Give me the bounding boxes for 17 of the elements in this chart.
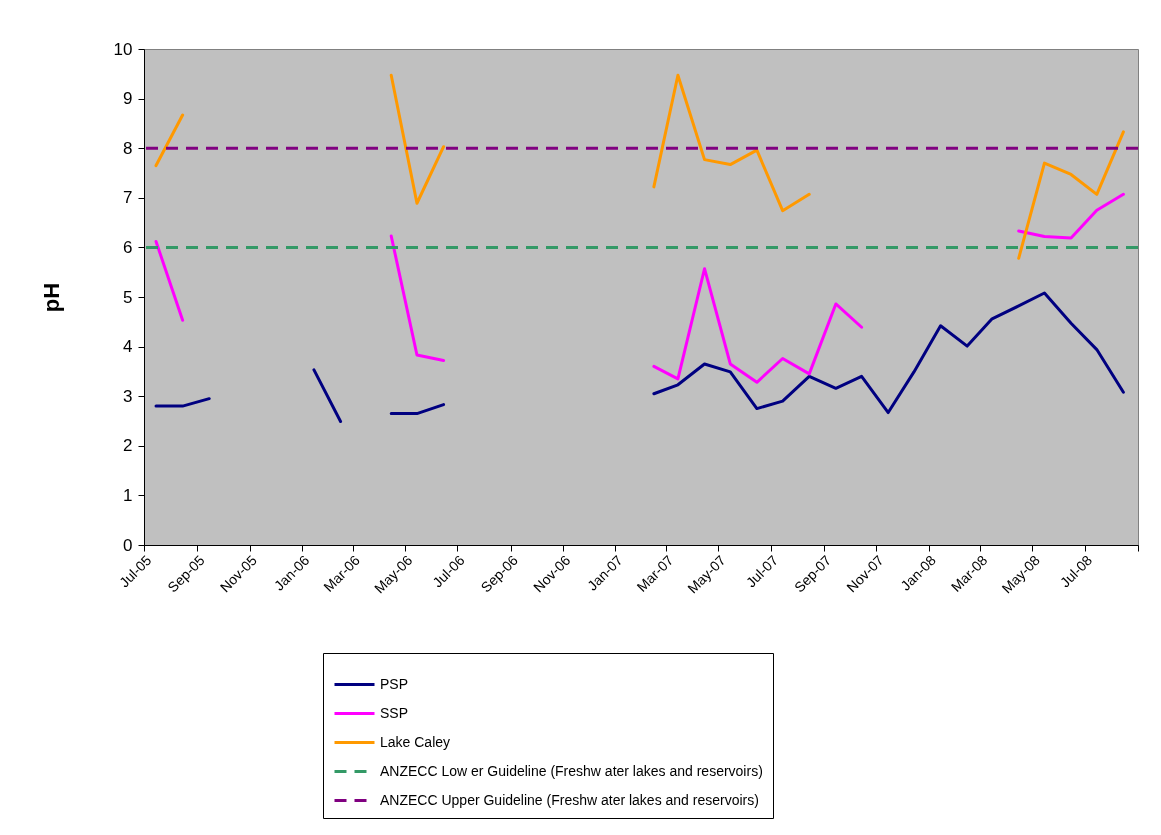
y-tick-label: 8: [123, 138, 133, 158]
y-tick-label: 0: [123, 535, 133, 555]
y-tick-label: 1: [123, 485, 133, 505]
legend-label: ANZECC Low er Guideline (Freshw ater lakes and reservoirs): [380, 762, 763, 779]
legend-label: SSP: [380, 704, 409, 721]
y-tick-label: 10: [113, 39, 133, 59]
legend-label: Lake Caley: [380, 733, 451, 750]
y-tick-label: 2: [123, 436, 133, 456]
y-tick-label: 9: [123, 89, 133, 109]
y-axis-title: pH: [38, 282, 64, 313]
y-tick-label: 3: [123, 386, 133, 406]
y-tick-label: 5: [123, 287, 133, 307]
y-tick-label: 6: [123, 237, 133, 257]
y-tick-label: 7: [123, 188, 133, 208]
y-tick-label: 4: [123, 337, 133, 357]
legend-label: ANZECC Upper Guideline (Freshw ater lakes and reservoirs): [380, 791, 759, 808]
legend-label: PSP: [380, 675, 409, 692]
